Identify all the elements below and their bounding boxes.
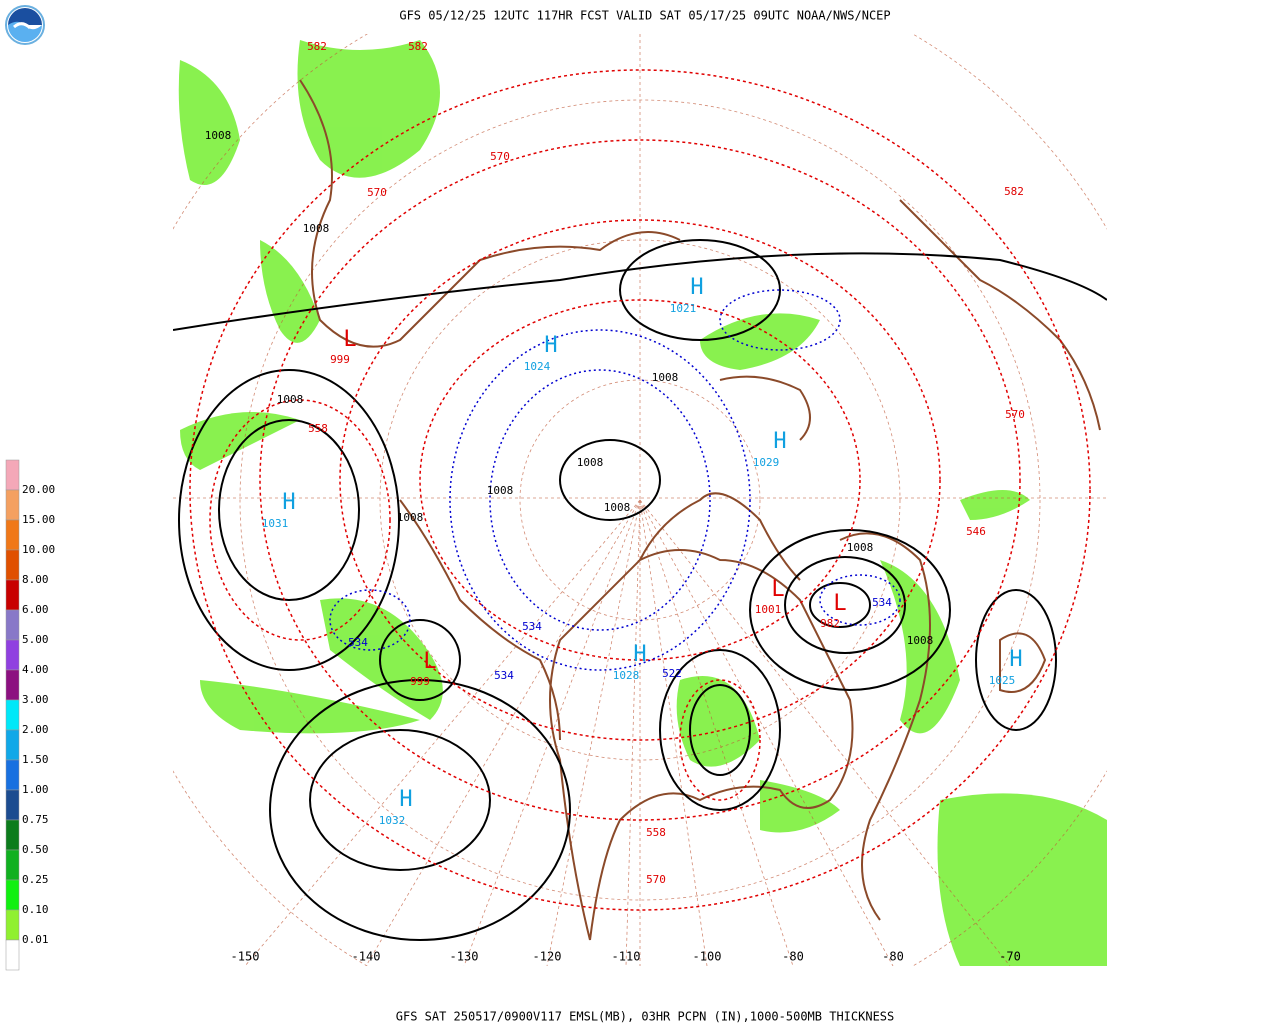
thickness-label: 558 xyxy=(646,826,666,839)
thickness-label: 570 xyxy=(367,186,387,199)
legend-swatch xyxy=(5,849,20,881)
legend-swatch xyxy=(5,759,20,791)
thickness-label: 546 xyxy=(966,525,986,538)
legend-swatch xyxy=(5,669,20,701)
legend-swatch xyxy=(5,699,20,731)
legend-swatch xyxy=(5,609,20,641)
map-caption: GFS SAT 250517/0900V117 EMSL(MB), 03HR P… xyxy=(396,1010,895,1024)
cold-thickness-contours xyxy=(329,289,901,671)
high-pressure: 1024 xyxy=(524,360,551,373)
isobars xyxy=(173,239,1107,941)
legend-label: 0.50 xyxy=(22,843,49,856)
legend-label: 8.00 xyxy=(22,573,49,586)
legend-swatch xyxy=(5,819,20,851)
isobar-label: 1008 xyxy=(577,456,604,469)
legend-swatch xyxy=(5,459,20,491)
isobar-label: 1008 xyxy=(487,484,514,497)
high-symbol: H xyxy=(773,429,786,454)
legend-swatch xyxy=(5,639,20,671)
isobar-label: 1008 xyxy=(907,634,934,647)
longitude-label: -80 xyxy=(882,950,904,964)
legend-label: 0.01 xyxy=(22,933,49,946)
low-pressure: 1001 xyxy=(755,603,782,616)
legend-label: 3.00 xyxy=(22,693,49,706)
legend-label: 0.75 xyxy=(22,813,49,826)
map-title: GFS 05/12/25 12UTC 117HR FCST VALID SAT … xyxy=(399,9,890,23)
legend-label: 4.00 xyxy=(22,663,49,676)
legend-label: 0.10 xyxy=(22,903,49,916)
isobar-label: 1008 xyxy=(652,371,679,384)
legend-label: 2.00 xyxy=(22,723,49,736)
legend-swatch xyxy=(5,909,20,941)
legend-label: 20.00 xyxy=(22,483,55,496)
thickness-label: 582 xyxy=(408,40,428,53)
legend-swatch xyxy=(5,789,20,821)
lat-lon-grid xyxy=(173,34,1107,966)
longitude-label: -80 xyxy=(782,950,804,964)
longitude-label: -120 xyxy=(533,950,562,964)
thickness-label: 558 xyxy=(308,422,328,435)
thickness-label: 582 xyxy=(307,40,327,53)
high-symbol: H xyxy=(690,275,703,300)
high-symbol: H xyxy=(399,787,412,812)
legend-label: 0.25 xyxy=(22,873,49,886)
thickness-label: 570 xyxy=(490,150,510,163)
high-symbol: H xyxy=(1009,647,1022,672)
low-symbol: L xyxy=(771,577,784,602)
low-pressure: 999 xyxy=(330,353,350,366)
cold-thickness-label: 534 xyxy=(522,620,542,633)
longitude-label: -100 xyxy=(693,950,722,964)
legend-label: 6.00 xyxy=(22,603,49,616)
legend-swatch xyxy=(5,489,20,521)
cold-thickness-label: 522 xyxy=(662,667,682,680)
high-pressure: 1025 xyxy=(989,674,1016,687)
cold-thickness-label: 534 xyxy=(494,669,514,682)
high-pressure: 1028 xyxy=(613,669,640,682)
legend-label: 5.00 xyxy=(22,633,49,646)
legend-label: 15.00 xyxy=(22,513,55,526)
high-symbol: H xyxy=(633,642,646,667)
noaa-logo xyxy=(5,5,45,45)
longitude-label: -130 xyxy=(450,950,479,964)
high-pressure: 1021 xyxy=(670,302,697,315)
isobar-label: 1008 xyxy=(303,222,330,235)
legend-swatch xyxy=(5,519,20,551)
legend-swatch xyxy=(5,549,20,581)
longitude-label: -70 xyxy=(999,950,1021,964)
map xyxy=(173,34,1107,966)
coastlines xyxy=(299,79,1101,941)
low-pressure: 999 xyxy=(410,675,430,688)
longitude-label: -150 xyxy=(231,950,260,964)
isobar-label: 1008 xyxy=(604,501,631,514)
low-pressure: 982 xyxy=(820,617,840,630)
legend-label: 10.00 xyxy=(22,543,55,556)
cold-thickness-label: 534 xyxy=(348,636,368,649)
thickness-label: 570 xyxy=(1005,408,1025,421)
low-symbol: L xyxy=(833,591,846,616)
legend-swatch xyxy=(5,579,20,611)
isobar-label: 1008 xyxy=(847,541,874,554)
high-pressure: 1031 xyxy=(262,517,289,530)
longitude-label: -140 xyxy=(352,950,381,964)
thickness-label: 582 xyxy=(1004,185,1024,198)
legend-swatch xyxy=(5,879,20,911)
isobar-label: 1008 xyxy=(397,511,424,524)
thickness-contours xyxy=(189,69,1091,911)
low-symbol: L xyxy=(423,649,436,674)
isobar-label: 1008 xyxy=(205,129,232,142)
high-symbol: H xyxy=(282,490,295,515)
legend-label: 1.50 xyxy=(22,753,49,766)
high-pressure: 1029 xyxy=(753,456,780,469)
thickness-label: 570 xyxy=(646,873,666,886)
high-symbol: H xyxy=(544,333,557,358)
low-symbol: L xyxy=(343,327,356,352)
isobar-label: 1008 xyxy=(277,393,304,406)
legend-swatch xyxy=(5,729,20,761)
legend-swatch xyxy=(5,939,20,971)
high-pressure: 1032 xyxy=(379,814,406,827)
cold-thickness-label: 534 xyxy=(872,596,892,609)
legend-label: 1.00 xyxy=(22,783,49,796)
longitude-label: -110 xyxy=(612,950,641,964)
